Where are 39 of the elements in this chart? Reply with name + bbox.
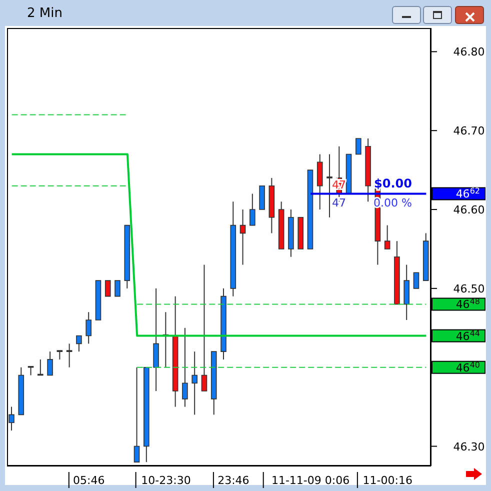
y-tick-label: 46.50 bbox=[453, 282, 485, 296]
candlestick bbox=[134, 366, 140, 463]
candlestick bbox=[182, 327, 188, 408]
candlestick bbox=[104, 280, 111, 297]
candlestick bbox=[201, 264, 208, 392]
text: 46$^{44}$ bbox=[456, 328, 480, 343]
candlestick bbox=[316, 154, 323, 210]
candlestick bbox=[56, 350, 63, 360]
candlestick bbox=[250, 193, 256, 226]
chart-title: 2 Min bbox=[27, 6, 62, 21]
candlestick bbox=[192, 351, 198, 416]
candlestick bbox=[86, 312, 92, 344]
candlestick bbox=[259, 185, 265, 210]
x-tick-label: 23:46 bbox=[218, 474, 250, 487]
x-tick-label: 10-23:30 bbox=[141, 474, 191, 487]
y-tick-label: 46.30 bbox=[453, 440, 485, 454]
annotation: 47 bbox=[332, 196, 346, 210]
candlestick bbox=[404, 264, 410, 320]
annotation: $0.00 bbox=[374, 176, 412, 191]
candlestick bbox=[114, 280, 120, 297]
x-tick-label: 05:46 bbox=[73, 474, 105, 487]
x-tick-label: 11-00:16 bbox=[362, 474, 412, 487]
y-tick-label: 46.60 bbox=[453, 204, 485, 217]
candlestick bbox=[153, 288, 159, 392]
candlestick bbox=[413, 272, 420, 289]
candlestick bbox=[38, 358, 44, 376]
candlestick bbox=[66, 343, 72, 368]
candlestick bbox=[47, 351, 53, 376]
text: 46$^{62}$ bbox=[456, 186, 480, 201]
candlestick bbox=[384, 224, 390, 250]
candlestick bbox=[240, 209, 246, 266]
candlestick bbox=[8, 406, 14, 431]
text: 46$^{40}$ bbox=[456, 360, 480, 374]
candlestick bbox=[356, 138, 362, 155]
candlestick bbox=[76, 335, 82, 352]
y-tick-label: 46.70 bbox=[453, 124, 485, 138]
candlestick bbox=[326, 154, 332, 218]
y-tick-label: 46.80 bbox=[453, 46, 485, 59]
x-tick-label: 11-11-09 0:06 bbox=[271, 474, 350, 487]
